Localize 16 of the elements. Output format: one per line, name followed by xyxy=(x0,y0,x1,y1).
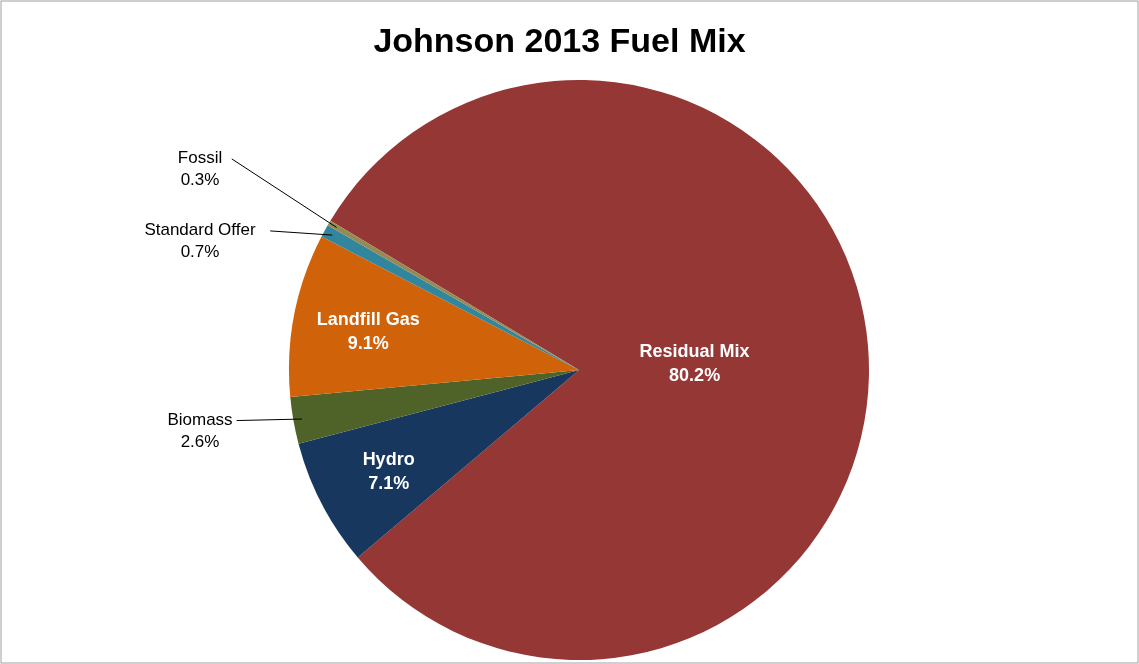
slice-label: Landfill Gas xyxy=(316,308,420,329)
slice-label: Standard Offer xyxy=(144,219,256,239)
data-label: 80.2% xyxy=(669,364,721,385)
slice-label: Residual Mix xyxy=(639,340,750,361)
pie-slice xyxy=(298,370,579,558)
pie-slice xyxy=(289,236,579,398)
data-label: 2.6% xyxy=(180,431,220,451)
data-label: 7.1% xyxy=(368,473,410,494)
pie-slice xyxy=(290,370,579,444)
slice-label: Hydro xyxy=(362,449,415,470)
slice-label: Fossil xyxy=(177,147,223,167)
chart-title: Johnson 2013 Fuel Mix xyxy=(373,21,746,59)
slice-label: Biomass xyxy=(167,409,233,429)
data-label: 0.7% xyxy=(180,241,220,261)
data-label: 0.3% xyxy=(180,169,220,189)
data-label: 9.1% xyxy=(347,332,389,353)
